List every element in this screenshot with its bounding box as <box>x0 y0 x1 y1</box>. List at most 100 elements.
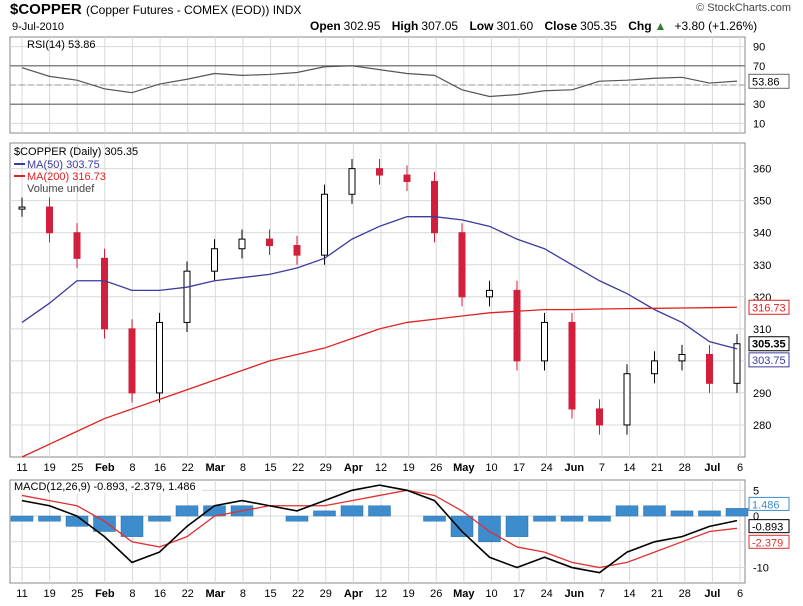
x-tick-label: Feb <box>95 462 115 474</box>
low-value: 301.60 <box>496 19 534 33</box>
macd-histogram-bar <box>533 515 556 522</box>
macd-signal-line <box>21 489 738 569</box>
price-y-tick-label: 310 <box>753 324 771 336</box>
candle-body <box>156 321 163 394</box>
candle-body <box>678 353 686 362</box>
rsi-y-tick-label: 10 <box>753 118 765 130</box>
x-tick-label: 29 <box>320 462 332 474</box>
panel-frame-2 <box>9 142 746 458</box>
candle-body <box>541 321 548 362</box>
x-tick-label: 10 <box>485 462 497 474</box>
exchange-text: INDX <box>272 3 302 17</box>
x-tick-label: 12 <box>375 588 387 600</box>
candle-body <box>568 321 576 410</box>
x-tick-label: 21 <box>651 588 663 600</box>
ma50-line <box>21 216 738 350</box>
macd-value-tag <box>748 496 790 511</box>
price-title: $COPPER (Daily) 305.35 <box>14 146 138 158</box>
macd-histogram-bar <box>698 510 721 517</box>
price-tag-label: 305.35 <box>752 339 786 351</box>
open-value: 302.95 <box>343 19 381 33</box>
brand-watermark[interactable]: © StockCharts.com <box>696 2 791 14</box>
legend-volume: Volume undef <box>27 183 95 195</box>
x-tick-label: 22 <box>292 588 304 600</box>
macd-histogram-bar <box>368 505 391 517</box>
macd-histogram-bar <box>725 508 749 517</box>
ma200-line <box>21 306 738 458</box>
change-value: +3.80 (+1.26%) <box>674 19 758 33</box>
high-label: High <box>391 19 419 33</box>
x-tick-label: Jun <box>565 588 585 600</box>
macd-title: MACD(12,26,9) -0.893, -2.379, 1.486 <box>14 481 196 493</box>
macd-histogram-bar <box>670 510 694 517</box>
x-tick-label: 28 <box>679 588 691 600</box>
x-tick-label: 22 <box>292 462 304 474</box>
rsi-value-tag <box>748 73 790 89</box>
macd-histogram-bar <box>340 505 364 517</box>
macd-value-tag <box>748 534 790 549</box>
x-tick-label: 8 <box>240 588 246 600</box>
rsi-y-tick-label: 70 <box>753 61 765 73</box>
legend-ma200: MA(200) 316.73 <box>27 171 106 183</box>
macd-y-tick-label: 5 <box>753 485 759 497</box>
price-tag-label: 303.75 <box>752 355 786 367</box>
macd-histogram-bar <box>285 515 309 522</box>
candle-body <box>403 174 411 182</box>
x-tick-label: 16 <box>154 462 166 474</box>
price-value-tag <box>748 299 790 315</box>
macd-histogram-bar <box>560 515 584 522</box>
candle-body <box>46 206 53 234</box>
close-label: Close <box>544 19 578 33</box>
x-tick-label: 26 <box>430 588 442 600</box>
candle-body <box>183 270 191 323</box>
candle-body <box>128 328 136 394</box>
x-tick-label: 12 <box>375 462 387 474</box>
candle-body <box>101 257 108 330</box>
change-arrow-icon: ▲ <box>654 19 667 33</box>
candle-body <box>266 238 273 247</box>
x-tick-label: May <box>453 588 475 600</box>
change-label: Chg <box>628 19 652 33</box>
x-tick-label: 7 <box>599 462 605 474</box>
candle-body <box>211 248 218 272</box>
x-tick-label: 21 <box>651 462 663 474</box>
x-tick-label: 11 <box>16 462 27 474</box>
macd-histogram-bar <box>505 515 529 537</box>
ohlc-summary: Open 302.95 High 307.05 Low 301.60 Close 305… <box>310 19 765 33</box>
x-tick-label: 24 <box>541 588 553 600</box>
price-y-tick-label: 280 <box>753 420 771 432</box>
price-value-tag <box>748 336 790 352</box>
price-y-tick-label: 340 <box>753 228 771 240</box>
macd-histogram-bar <box>93 515 116 532</box>
macd-line <box>21 484 738 574</box>
x-tick-label: 19 <box>43 588 55 600</box>
price-y-tick-label: 290 <box>753 388 771 400</box>
x-tick-label: Jul <box>704 588 720 600</box>
macd-histogram-bar <box>10 515 34 522</box>
macd-histogram-bar <box>643 505 666 517</box>
macd-histogram-bar <box>313 510 336 517</box>
high-value: 307.05 <box>421 19 459 33</box>
candle-body <box>733 343 741 384</box>
macd-tag-label: 1.486 <box>752 499 780 511</box>
x-tick-label: 25 <box>71 588 83 600</box>
x-tick-label: 28 <box>679 462 691 474</box>
macd-histogram-bar <box>148 515 171 522</box>
rsi-y-tick-label: 30 <box>753 99 765 111</box>
macd-histogram-bar <box>120 515 144 537</box>
description-text: (Copper Futures - COMEX (EOD)) <box>86 3 270 17</box>
x-tick-label: 26 <box>430 462 442 474</box>
candle-body <box>376 168 383 176</box>
candle-body <box>73 232 81 259</box>
x-tick-label: 6 <box>737 462 743 474</box>
macd-y-tick-label: -10 <box>753 563 769 575</box>
macd-histogram-bar <box>423 515 446 522</box>
price-y-tick-label: 360 <box>753 164 771 176</box>
candle-body <box>321 193 328 256</box>
macd-tag-label: -0.893 <box>752 522 783 534</box>
candle-body <box>18 206 26 210</box>
x-tick-label: 10 <box>485 588 497 600</box>
x-tick-label: Mar <box>206 588 226 600</box>
candle-body <box>706 353 713 384</box>
